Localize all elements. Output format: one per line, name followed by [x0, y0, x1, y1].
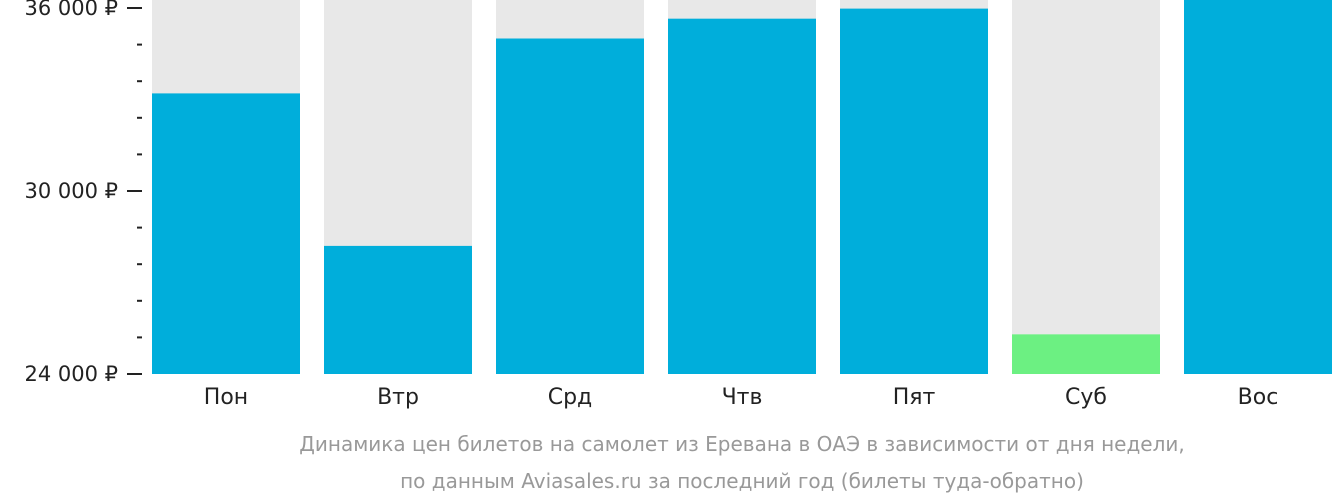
caption-line-2: по данным Aviasales.ru за последний год …: [400, 469, 1084, 493]
bar-3: [668, 18, 816, 375]
caption-line-1: Динамика цен билетов на самолет из Ерева…: [299, 432, 1184, 456]
x-tick-label: Втр: [377, 385, 419, 410]
bars: [152, 0, 1332, 375]
bar-0: [152, 93, 300, 375]
bar-6: [1184, 0, 1332, 374]
y-tick-label: 36 000 ₽: [24, 0, 118, 20]
x-axis: Пон Втр Срд Чтв Пят Суб Вос: [204, 385, 1279, 410]
bar-background-5: [1012, 0, 1160, 374]
y-axis: 24 000 ₽ 30 000 ₽ 36 000 ₽: [24, 0, 142, 386]
x-tick-label: Пят: [893, 385, 936, 410]
bar-4: [840, 8, 988, 375]
bar-5: [1012, 334, 1160, 374]
x-tick-label: Суб: [1065, 385, 1107, 410]
x-tick-label: Вос: [1238, 385, 1279, 410]
x-tick-label: Чтв: [722, 385, 763, 410]
bar-2: [496, 38, 644, 374]
x-tick-label: Пон: [204, 385, 248, 410]
y-tick-label: 24 000 ₽: [24, 362, 118, 386]
x-tick-label: Срд: [548, 385, 593, 410]
bar-1: [324, 245, 472, 374]
y-tick-label: 30 000 ₽: [24, 179, 118, 203]
